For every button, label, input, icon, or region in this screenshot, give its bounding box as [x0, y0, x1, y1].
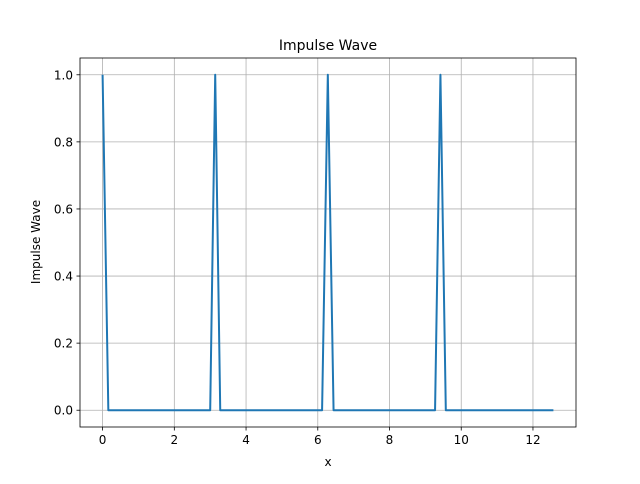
x-tick-label: 6: [314, 433, 322, 447]
y-tick-label: 0.4: [54, 270, 73, 284]
x-tick-label: 2: [171, 433, 179, 447]
impulse-wave-line: [101, 73, 554, 412]
chart-title: Impulse Wave: [279, 38, 377, 54]
x-tick-label: 12: [525, 433, 540, 447]
y-tick-label: 0.8: [54, 135, 73, 149]
x-axis-ticks: 0 2 4 6 8 10 12: [99, 427, 541, 447]
plot-area-frame: [79, 57, 577, 428]
x-tick-label: 4: [242, 433, 250, 447]
y-axis-ticks: 0.0 0.2 0.4 0.6 0.8 1.0: [54, 68, 80, 418]
y-tick-label: 0.2: [54, 337, 73, 351]
x-tick-label: 8: [386, 433, 394, 447]
x-axis-label: x: [324, 455, 331, 469]
y-tick-label: 0.0: [54, 404, 73, 418]
y-axis-label: Impulse Wave: [29, 200, 43, 284]
y-tick-label: 1.0: [54, 68, 73, 82]
x-tick-label: 0: [99, 433, 107, 447]
x-tick-label: 10: [454, 433, 469, 447]
y-tick-label: 0.6: [54, 202, 73, 216]
